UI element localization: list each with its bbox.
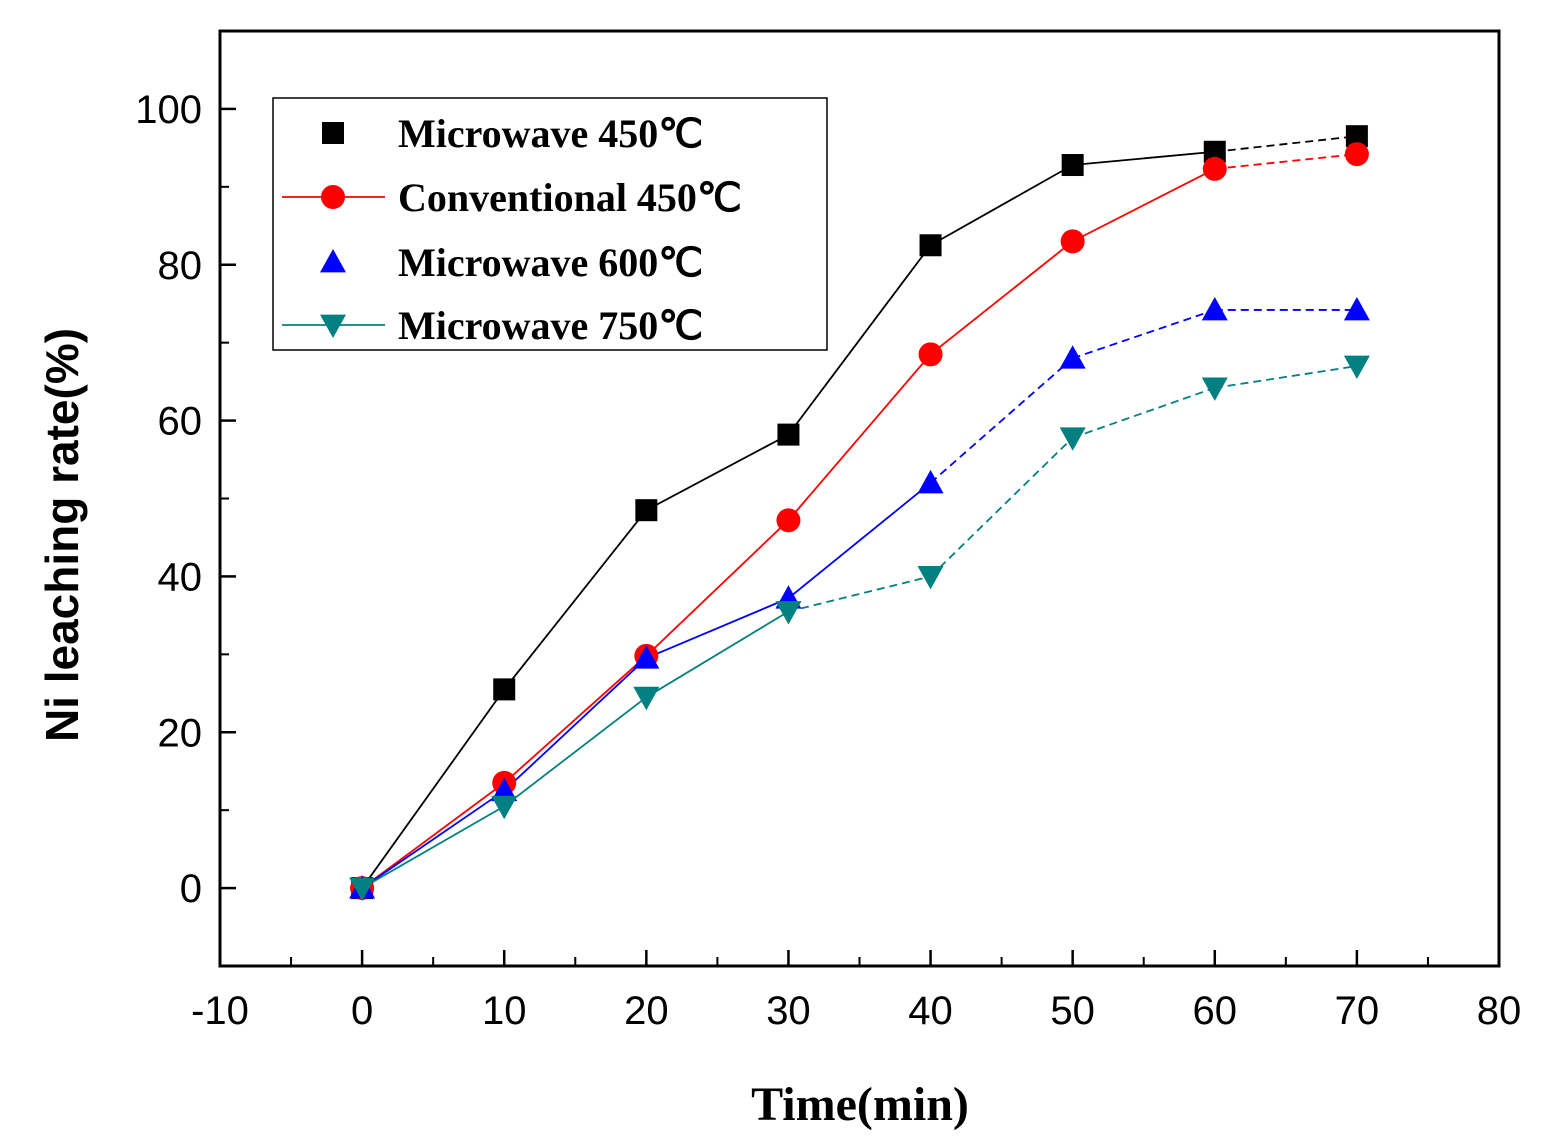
legend-marker	[322, 122, 344, 144]
series-line-segment	[645, 610, 789, 698]
series-line-segment	[361, 688, 505, 889]
y-tick-label: 40	[158, 555, 203, 599]
x-tick-labels: -10 0 10 20 30 40 50 60 70 80	[191, 989, 1521, 1033]
legend-label: Microwave 450℃	[398, 111, 703, 156]
series-line-segment	[1072, 150, 1215, 166]
series-line-segment	[645, 597, 789, 660]
series-line-segment	[1072, 387, 1216, 439]
series-line-segment	[503, 655, 647, 784]
y-axis-title: Ni leaching rate(%)	[36, 328, 88, 742]
data-point	[349, 877, 376, 902]
x-tick-label: 50	[1050, 989, 1095, 1033]
series-line-segment	[929, 437, 1074, 578]
data-point	[1202, 156, 1227, 181]
series-line-segment	[788, 575, 931, 613]
series-line-segment	[787, 353, 932, 521]
x-tick-label: 80	[1477, 989, 1522, 1033]
data-point	[917, 469, 944, 494]
data-point	[635, 499, 658, 522]
x-tick-label: 70	[1335, 989, 1380, 1033]
legend-marker	[321, 185, 345, 209]
data-point	[1061, 154, 1084, 177]
series-line-segment	[1072, 168, 1216, 243]
data-point	[776, 508, 801, 533]
series-line-segment	[361, 782, 505, 889]
data-point	[1060, 229, 1085, 254]
y-tick-label: 100	[135, 88, 202, 132]
x-tick-label: 60	[1193, 989, 1238, 1033]
legend-label: Conventional 450℃	[398, 175, 742, 220]
data-point	[633, 645, 660, 669]
series-line-segment	[1072, 309, 1216, 360]
x-axis-title: Time(min)	[751, 1078, 969, 1131]
y-tick-label: 80	[158, 244, 203, 288]
series-line-segment	[503, 657, 647, 792]
data-point	[1203, 140, 1226, 163]
y-tick-label: 20	[158, 711, 203, 755]
data-point	[1201, 296, 1228, 321]
data-point	[777, 423, 800, 446]
data-point	[1344, 142, 1369, 167]
data-point	[493, 678, 516, 701]
x-tick-label: 40	[908, 989, 953, 1033]
data-point	[1343, 296, 1370, 321]
legend-marker	[320, 314, 346, 338]
series-line-segment	[930, 164, 1074, 247]
series-lines	[361, 135, 1358, 889]
x-tick-label: 20	[624, 989, 669, 1033]
data-point	[775, 601, 802, 625]
legend: Microwave 450℃ Conventional 450℃ Microwave…	[272, 97, 828, 351]
data-point	[919, 234, 942, 257]
series-line-segment	[503, 509, 648, 690]
series-line-segment	[361, 789, 505, 889]
legend-label: Microwave 600℃	[398, 240, 703, 285]
data-point	[633, 686, 660, 711]
data-point	[918, 342, 943, 367]
series-line-segment	[1214, 153, 1357, 170]
data-point	[491, 795, 518, 820]
series-line-segment	[1214, 365, 1358, 389]
x-tick-label: 10	[482, 989, 527, 1033]
axis-ticks	[218, 30, 1501, 967]
y-tick-label: 0	[180, 867, 202, 911]
x-tick-label: 0	[351, 989, 373, 1033]
series-line-segment	[929, 240, 1074, 356]
series-line-segment	[787, 482, 932, 599]
data-point	[1059, 345, 1086, 369]
legend-label: Microwave 750℃	[398, 303, 703, 348]
series-line-segment	[645, 519, 790, 657]
y-tick-label: 60	[158, 400, 203, 444]
data-point	[1059, 427, 1086, 451]
x-tick-label: -10	[191, 989, 249, 1033]
series-markers	[349, 125, 1370, 902]
series-line-segment	[787, 244, 932, 436]
data-point	[1201, 377, 1228, 401]
data-point	[1343, 355, 1370, 380]
series-line-segment	[645, 433, 789, 511]
series-line-segment	[503, 696, 647, 807]
series-line-segment	[929, 357, 1074, 484]
series-line-segment	[361, 805, 505, 889]
legend-box	[272, 97, 828, 351]
x-tick-label: 30	[766, 989, 811, 1033]
data-point	[1345, 125, 1368, 148]
series-line-segment	[1214, 135, 1357, 153]
y-tick-labels: 0 20 40 60 80 100	[135, 88, 202, 911]
data-point	[917, 566, 944, 590]
legend-marker	[320, 249, 346, 273]
data-point	[491, 777, 518, 802]
